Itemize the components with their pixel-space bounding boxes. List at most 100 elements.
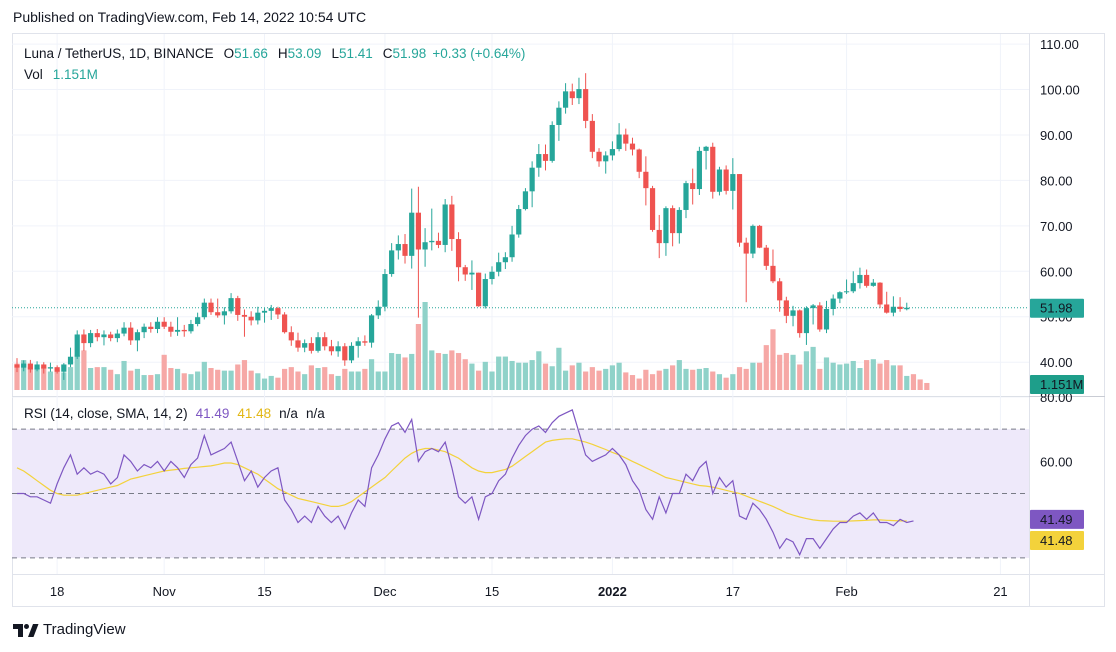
candle[interactable] — [603, 151, 609, 174]
candle[interactable] — [268, 304, 274, 320]
candle[interactable] — [322, 332, 328, 351]
candle[interactable] — [315, 332, 321, 353]
candle[interactable] — [114, 329, 120, 343]
price-axis[interactable]: 110.00100.0090.0080.0070.0060.0050.0040.… — [1040, 37, 1080, 370]
candle[interactable] — [228, 293, 234, 314]
candle[interactable] — [302, 339, 308, 353]
candle[interactable] — [41, 362, 47, 374]
candle[interactable] — [335, 341, 341, 357]
candle[interactable] — [87, 329, 94, 348]
candle[interactable] — [288, 326, 294, 346]
candle[interactable] — [355, 337, 361, 358]
candle[interactable] — [108, 331, 114, 342]
candle[interactable] — [884, 291, 890, 314]
candle[interactable] — [208, 298, 214, 315]
candle[interactable] — [783, 296, 789, 324]
candle[interactable] — [121, 322, 127, 337]
candle[interactable] — [409, 188, 415, 269]
candle[interactable] — [348, 342, 355, 364]
candle[interactable] — [382, 269, 388, 312]
candle[interactable] — [308, 337, 314, 354]
candle[interactable] — [649, 185, 656, 232]
candle[interactable] — [241, 309, 248, 337]
candle[interactable] — [328, 339, 335, 356]
candle[interactable] — [248, 311, 254, 326]
candle[interactable] — [47, 362, 54, 372]
candle[interactable] — [857, 267, 863, 289]
candle[interactable] — [542, 144, 549, 171]
candle[interactable] — [67, 347, 74, 368]
candle[interactable] — [756, 224, 763, 249]
time-axis[interactable]: 18 Nov 15 Dec 15 2022 17 Feb 21 — [50, 584, 1008, 599]
candle[interactable] — [435, 232, 442, 249]
rsi-lines[interactable] — [16, 409, 914, 557]
candle[interactable] — [864, 269, 870, 288]
candle[interactable] — [449, 195, 455, 251]
candle[interactable] — [362, 335, 368, 346]
candle[interactable] — [61, 363, 67, 380]
candle[interactable] — [489, 266, 495, 285]
candle[interactable] — [255, 306, 261, 325]
candle[interactable] — [556, 101, 562, 141]
candle[interactable] — [750, 224, 756, 259]
candle[interactable] — [843, 279, 850, 295]
candle[interactable] — [636, 148, 642, 179]
candle[interactable] — [643, 156, 649, 206]
candle[interactable] — [629, 137, 636, 156]
candle[interactable] — [576, 77, 582, 105]
candle[interactable] — [101, 330, 107, 346]
candle[interactable] — [663, 206, 669, 256]
candle[interactable] — [188, 319, 194, 334]
candle[interactable] — [295, 332, 301, 352]
candle[interactable] — [690, 168, 696, 205]
candle[interactable] — [589, 114, 595, 159]
candle[interactable] — [161, 317, 167, 330]
candle[interactable] — [763, 244, 769, 270]
candle[interactable] — [817, 302, 823, 332]
candle[interactable] — [609, 141, 616, 161]
rsi-ma-line[interactable] — [16, 438, 907, 522]
candle[interactable] — [195, 312, 201, 327]
candle[interactable] — [54, 365, 60, 374]
candle[interactable] — [850, 271, 856, 294]
candle[interactable] — [148, 322, 154, 333]
candle[interactable] — [549, 121, 555, 163]
candle[interactable] — [429, 208, 435, 251]
candle[interactable] — [27, 359, 33, 373]
candle[interactable] — [181, 324, 187, 337]
candle[interactable] — [509, 225, 515, 262]
rsi-line[interactable] — [17, 409, 914, 557]
candle[interactable] — [455, 232, 462, 282]
candle[interactable] — [536, 144, 542, 177]
candle[interactable] — [368, 314, 375, 348]
candle[interactable] — [797, 309, 803, 338]
candle[interactable] — [723, 165, 729, 195]
candle[interactable] — [402, 234, 408, 264]
candle[interactable] — [790, 305, 796, 327]
candle[interactable] — [676, 207, 682, 244]
candle[interactable] — [823, 300, 830, 334]
candle[interactable] — [395, 235, 401, 260]
candle[interactable] — [221, 307, 227, 325]
candle[interactable] — [462, 264, 468, 281]
candle[interactable] — [516, 204, 522, 238]
candle[interactable] — [134, 329, 141, 352]
candle[interactable] — [21, 360, 27, 372]
candle[interactable] — [596, 148, 602, 167]
candle[interactable] — [777, 278, 783, 312]
candle[interactable] — [696, 146, 702, 195]
candle[interactable] — [803, 306, 810, 345]
candle[interactable] — [683, 180, 689, 219]
candle[interactable] — [670, 205, 676, 247]
candle[interactable] — [34, 361, 40, 372]
candle[interactable] — [496, 252, 502, 277]
candle[interactable] — [830, 294, 836, 316]
tradingview-logo[interactable]: TradingView — [13, 621, 126, 638]
candle[interactable] — [94, 329, 100, 342]
candle[interactable] — [770, 249, 776, 284]
candle[interactable] — [703, 145, 709, 170]
candle[interactable] — [870, 279, 876, 287]
candle[interactable] — [529, 161, 535, 208]
